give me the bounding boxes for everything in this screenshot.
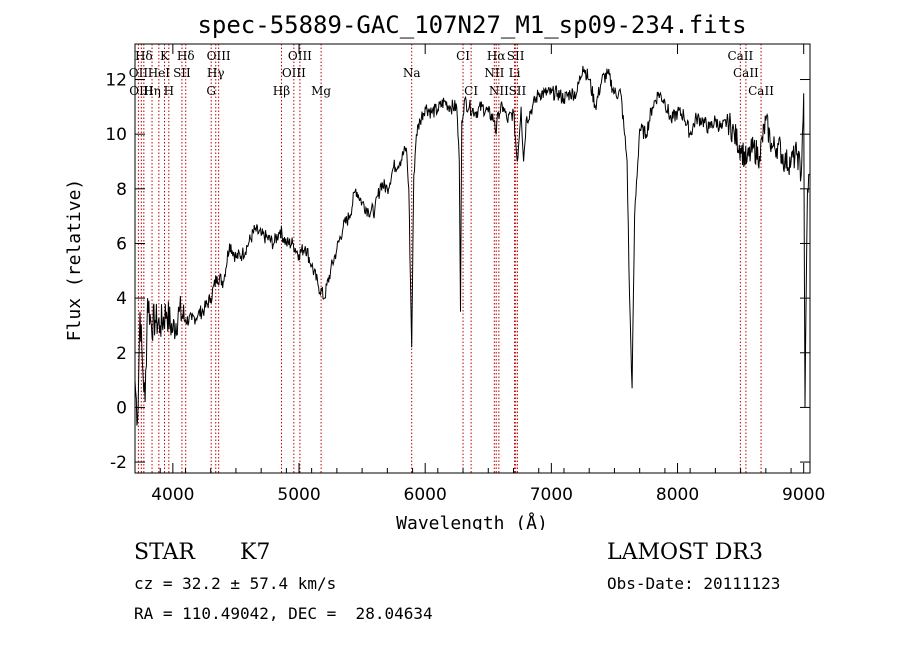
spectral-line-label: K xyxy=(160,49,170,63)
spectral-line-label: NII xyxy=(484,66,504,80)
x-tick-label: 9000 xyxy=(782,485,825,505)
x-tick-label: 5000 xyxy=(277,485,320,505)
x-axis-ticks: 4000 5000 6000 7000 8000 9000 xyxy=(134,44,825,505)
spectral-line-label: H xyxy=(164,84,174,98)
y-tick-label: 8 xyxy=(116,180,127,200)
spectral-line-label: CI xyxy=(456,49,470,63)
spectral-line-label: OIII xyxy=(207,49,231,63)
chart-title: spec-55889-GAC_107N27_M1_sp09-234.fits xyxy=(197,11,746,39)
x-tick-label: 7000 xyxy=(530,485,573,505)
spectral-line-label: OIII xyxy=(282,66,306,80)
spectral-line-label: HeI xyxy=(148,66,171,80)
spectral-line-label: CaII xyxy=(748,84,774,98)
spectral-line-label: SII xyxy=(509,84,527,98)
x-tick-label: 4000 xyxy=(151,485,194,505)
spectral-line-label: Hγ xyxy=(207,66,225,80)
observation-date: Obs-Date: 20111123 xyxy=(607,574,781,593)
redshift-velocity: cz = 32.2 ± 57.4 km/s xyxy=(134,574,337,593)
x-tick-label: 6000 xyxy=(404,485,447,505)
spectrum-series-line xyxy=(134,65,811,426)
plot-frame xyxy=(134,43,811,474)
spectral-line-label: G xyxy=(206,84,216,98)
y-tick-label: 0 xyxy=(116,398,127,418)
spectral-line-label: SII xyxy=(173,66,191,80)
y-tick-label: 2 xyxy=(116,344,127,364)
spectral-line-label: CaII xyxy=(733,66,759,80)
x-tick-label: 8000 xyxy=(656,485,699,505)
x-axis-label: Wavelength (Å) xyxy=(396,512,548,530)
spectral-line-label: NII xyxy=(489,84,509,98)
spectral-line-label: OII xyxy=(129,66,149,80)
coordinates: RA = 110.49042, DEC = 28.04634 xyxy=(134,604,433,623)
y-tick-label: 4 xyxy=(116,289,127,309)
y-tick-label: -2 xyxy=(110,453,127,473)
spectrum-chart: spec-55889-GAC_107N27_M1_sp09-234.fits H… xyxy=(64,11,825,530)
y-tick-label: 10 xyxy=(105,125,127,145)
y-axis-label: Flux (relative) xyxy=(64,179,85,342)
object-class: STAR xyxy=(134,540,195,565)
spectral-line-label: CI xyxy=(464,84,478,98)
spectral-line-label: Li xyxy=(509,66,521,80)
spectral-line-label: OIII xyxy=(288,49,312,63)
object-subclass: K7 xyxy=(240,540,271,565)
y-tick-label: 6 xyxy=(116,234,127,254)
survey-name: LAMOST DR3 xyxy=(607,540,763,565)
spectral-line-label: Na xyxy=(403,66,421,80)
spectral-line-label: Hδ xyxy=(135,49,153,63)
spectral-line-label: Mg xyxy=(311,84,331,98)
spectral-line-label: Hβ xyxy=(273,84,290,98)
y-tick-label: 12 xyxy=(105,71,127,91)
spectral-line-label: SII xyxy=(507,49,525,63)
spectral-line-label: Hδ xyxy=(177,49,195,63)
spectral-line-label: Hα xyxy=(487,49,506,63)
spectral-line-label: Hη xyxy=(143,84,161,98)
y-axis-ticks: -2 0 2 4 6 8 10 12 xyxy=(105,71,810,473)
spectral-line-label: CaII xyxy=(727,49,753,63)
